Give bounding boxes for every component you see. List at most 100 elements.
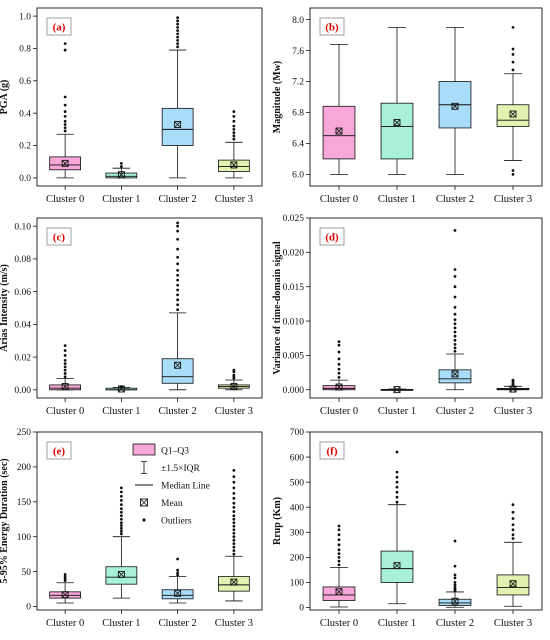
outlier-point xyxy=(176,22,180,26)
box-cluster-1 xyxy=(380,386,414,394)
y-tick-label: 0 xyxy=(26,603,31,613)
box-cluster-3 xyxy=(496,378,530,393)
mean-marker xyxy=(174,361,182,369)
mean-marker-cross xyxy=(230,161,238,169)
outlier-point xyxy=(176,221,180,225)
outlier-point xyxy=(337,371,341,375)
y-tick-label: 0.08 xyxy=(14,255,31,265)
outlier-point xyxy=(63,372,67,375)
outlier-point xyxy=(395,450,399,454)
panel-label-box xyxy=(46,227,72,246)
outlier-point xyxy=(337,548,341,552)
outlier-point xyxy=(453,285,457,289)
outlier-point xyxy=(119,510,123,514)
outlier-point xyxy=(232,137,236,141)
outlier-point xyxy=(453,576,457,580)
outlier-point xyxy=(176,32,180,36)
mean-marker-cross xyxy=(230,383,238,390)
outlier-point xyxy=(337,555,341,559)
legend-symbol-box xyxy=(132,443,156,456)
outlier-point xyxy=(119,532,123,536)
y-tick-label: 0.6 xyxy=(19,77,31,87)
outlier-point xyxy=(176,16,180,20)
outlier-point xyxy=(63,362,67,366)
box-cluster-2 xyxy=(161,16,194,179)
iqr-box xyxy=(218,576,250,592)
y-tick-label: 200 xyxy=(17,463,32,473)
outlier-point xyxy=(232,131,236,135)
y-tick-label: 0.02 xyxy=(14,353,31,363)
outlier-point xyxy=(337,524,341,528)
outlier-point xyxy=(337,563,341,567)
x-category-label: Cluster 1 xyxy=(102,618,140,629)
mean-marker xyxy=(451,370,459,378)
x-category-label: Cluster 0 xyxy=(46,618,84,629)
box-cluster-3 xyxy=(218,368,250,391)
outlier-point xyxy=(176,288,180,292)
y-tick-label: 300 xyxy=(290,528,305,538)
outlier-point xyxy=(511,47,515,51)
box-cluster-0 xyxy=(322,340,356,391)
outlier-point xyxy=(232,524,236,528)
outlier-point xyxy=(453,295,457,299)
iqr-box xyxy=(496,104,530,127)
outlier-point xyxy=(232,134,236,138)
box-cluster-0 xyxy=(322,524,356,608)
y-axis-title: Arias Intensity (m/s) xyxy=(0,264,10,352)
box-cluster-0 xyxy=(49,344,81,391)
outlier-point xyxy=(232,545,236,549)
mean-marker xyxy=(174,589,182,597)
y-tick-label: 7.2 xyxy=(292,78,304,88)
panel-d: 0.000 0.005 0.010 0.015 0.020 0.025 Cluster 0 C… xyxy=(272,214,543,417)
mean-marker xyxy=(509,110,517,118)
outlier-point xyxy=(119,161,123,165)
legend-symbol-mean-cross xyxy=(140,498,148,507)
y-tick-label: 150 xyxy=(17,498,32,508)
y-tick-label: 600 xyxy=(290,453,305,463)
outlier-point xyxy=(176,571,180,575)
panel-c: 0.00 0.02 0.04 0.06 0.08 0.10 Cluster 0 Cluster… xyxy=(0,217,263,417)
panel-label-box xyxy=(319,441,345,460)
panel-label: (f) xyxy=(327,446,338,458)
x-category-label: Cluster 1 xyxy=(378,618,416,629)
box-cluster-3 xyxy=(218,468,250,602)
panel-label: (e) xyxy=(53,446,66,458)
y-tick-label: 0.025 xyxy=(283,214,305,224)
x-category-label: Cluster 0 xyxy=(46,194,84,205)
mean-marker xyxy=(393,119,401,126)
outlier-point xyxy=(395,485,399,489)
outlier-point xyxy=(453,349,457,353)
iqr-box xyxy=(380,102,414,160)
y-tick-label: 0.2 xyxy=(19,142,31,152)
outlier-point xyxy=(511,25,515,29)
outlier-point xyxy=(232,124,236,128)
outlier-point xyxy=(232,531,236,535)
mean-marker-cross xyxy=(509,110,517,118)
x-category-label: Cluster 0 xyxy=(320,194,358,205)
panel-label-box xyxy=(319,17,345,36)
outlier-point xyxy=(511,528,515,532)
y-axis-title: Magnitude (Mw) xyxy=(272,61,283,134)
mean-marker-cross xyxy=(393,386,401,393)
outlier-point xyxy=(453,330,457,334)
y-tick-label: 400 xyxy=(290,503,305,513)
outlier-point xyxy=(176,278,180,282)
y-tick-label: 200 xyxy=(290,554,305,564)
mean-marker-cross xyxy=(509,580,517,587)
x-category-label: Cluster 0 xyxy=(320,406,358,417)
outlier-point xyxy=(453,573,457,577)
box-cluster-0 xyxy=(49,573,81,604)
mean-marker xyxy=(61,159,69,167)
outlier-point xyxy=(119,529,123,533)
y-tick-label: 50 xyxy=(22,568,32,578)
mean-marker xyxy=(230,383,238,390)
outlier-point xyxy=(63,48,67,52)
outlier-point xyxy=(119,499,123,502)
legend-label: Mean xyxy=(161,499,183,509)
y-axis-title: Rrup (Km) xyxy=(272,497,283,545)
outlier-point xyxy=(232,468,236,472)
outlier-point xyxy=(337,343,341,347)
outlier-point xyxy=(63,368,67,372)
outlier-point xyxy=(176,229,180,233)
mean-marker-cross xyxy=(61,383,69,390)
